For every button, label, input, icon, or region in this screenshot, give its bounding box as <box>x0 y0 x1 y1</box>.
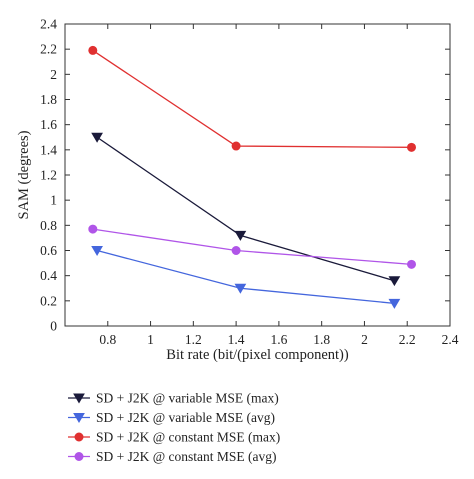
data-point <box>407 259 416 269</box>
x-tick-label: 1 <box>147 332 154 347</box>
data-point <box>88 45 98 55</box>
x-tick-label: 1.2 <box>185 332 202 347</box>
data-point <box>91 246 103 256</box>
y-tick-label: 1.6 <box>40 117 57 132</box>
series-line-3 <box>92 49 412 148</box>
y-axis-title: SAM (degrees) <box>16 130 32 219</box>
legend-label: SD + J2K @ constant MSE (avg) <box>96 449 277 464</box>
y-tick-label: 0 <box>50 319 57 334</box>
data-point <box>388 298 401 309</box>
data-point <box>231 246 241 255</box>
y-tick-label: 2 <box>50 67 57 82</box>
y-tick-label: 2.2 <box>40 42 57 57</box>
y-tick-label: 1.4 <box>40 142 57 157</box>
x-tick-label: 2.2 <box>399 332 416 347</box>
legend-marker <box>73 413 85 423</box>
legend-marker <box>73 393 85 404</box>
y-tick-label: 1.2 <box>40 168 57 183</box>
y-tick-label: 0.6 <box>40 243 57 258</box>
legend-marker <box>74 452 84 461</box>
x-tick-label: 1.8 <box>313 332 330 347</box>
data-point <box>388 276 401 287</box>
data-point <box>234 230 247 241</box>
y-tick-label: 2.4 <box>40 17 57 32</box>
x-axis-title: Bit rate (bit/(pixel component)) <box>166 347 349 363</box>
legend-label: SD + J2K @ variable MSE (avg) <box>96 410 275 425</box>
series-line-4 <box>92 228 412 265</box>
x-tick-label: 1.4 <box>228 332 245 347</box>
data-point <box>231 141 241 151</box>
x-tick-label: 1.6 <box>270 332 287 347</box>
y-tick-label: 0.4 <box>40 268 57 283</box>
series-line-2 <box>96 249 395 304</box>
data-point <box>88 224 98 234</box>
y-tick-label: 0.2 <box>40 293 57 308</box>
data-point <box>234 283 247 294</box>
x-tick-label: 2.4 <box>442 332 459 347</box>
legend: SD + J2K @ variable MSE (max) SD + J2K @ … <box>68 391 280 464</box>
legend-label: SD + J2K @ variable MSE (max) <box>96 391 279 406</box>
x-tick-label: 0.8 <box>99 332 116 347</box>
legend-label: SD + J2K @ constant MSE (max) <box>96 430 280 445</box>
y-tick-label: 1 <box>50 193 57 208</box>
data-point <box>407 142 416 152</box>
legend-marker <box>74 432 84 442</box>
y-tick-label: 1.8 <box>40 92 57 107</box>
y-tick-label: 0.8 <box>40 218 57 233</box>
x-tick-label: 2 <box>361 332 368 347</box>
data-point <box>91 132 103 143</box>
